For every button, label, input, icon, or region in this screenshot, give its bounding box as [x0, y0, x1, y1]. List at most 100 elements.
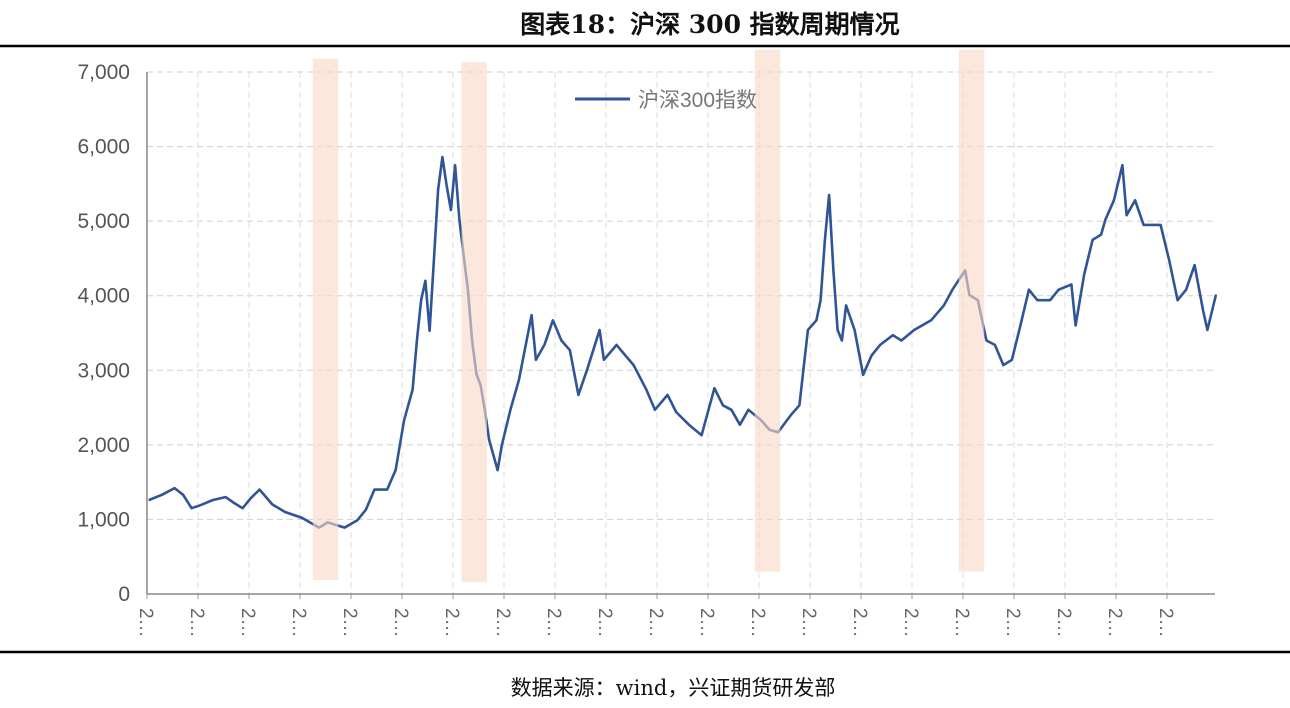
data-point	[433, 259, 435, 261]
x-tick-label: 2…	[645, 608, 666, 638]
y-tick-label: 5,000	[77, 210, 130, 233]
data-point	[190, 507, 193, 510]
data-point	[603, 359, 605, 361]
data-point	[1019, 324, 1022, 327]
data-point	[713, 387, 716, 389]
data-point	[365, 508, 367, 511]
x-tick-label: 2…	[798, 608, 819, 638]
x-tick-label: 2…	[1155, 608, 1176, 638]
data-point	[841, 339, 843, 342]
data-point	[403, 419, 405, 422]
data-point	[560, 339, 563, 342]
data-point	[586, 369, 588, 372]
data-point	[1168, 259, 1170, 261]
data-point	[951, 288, 954, 291]
data-point	[994, 344, 996, 346]
data-point	[985, 339, 988, 342]
x-tick-label: 2…	[288, 608, 309, 638]
data-point	[1100, 233, 1102, 236]
data-point	[1002, 364, 1005, 366]
data-point	[1091, 238, 1094, 241]
data-point	[577, 394, 580, 396]
data-point	[832, 269, 835, 272]
data-point	[1011, 359, 1013, 361]
x-tick-label: 2…	[849, 608, 870, 638]
data-point	[1074, 324, 1077, 327]
data-point	[496, 469, 499, 472]
data-point	[271, 503, 274, 506]
x-tick-label: 2…	[186, 608, 207, 638]
data-point	[343, 526, 346, 529]
x-axis: 2… 2… 2… 2… 2… 2… 2… 2… 2… 2… 2… 2… 2… 2… 2… 2… 2… 2… 2… 2……	[135, 593, 1215, 638]
data-point	[1070, 283, 1073, 286]
data-point	[173, 487, 176, 489]
data-point	[632, 364, 635, 366]
data-point	[828, 194, 830, 196]
data-point	[1142, 224, 1145, 226]
data-point	[1104, 218, 1107, 221]
data-point	[454, 164, 456, 167]
data-point	[722, 404, 724, 407]
data-point	[233, 502, 235, 504]
data-point	[518, 379, 520, 381]
y-tick-label: 2,000	[77, 434, 130, 457]
data-point	[1057, 288, 1060, 291]
data-point	[1185, 288, 1187, 291]
data-point	[445, 184, 448, 187]
data-point	[224, 496, 227, 498]
x-tick-label: 2…	[135, 608, 156, 638]
data-point	[747, 409, 750, 411]
highlight-band	[312, 58, 339, 580]
data-point	[1125, 214, 1128, 216]
highlight-bands	[312, 49, 985, 583]
data-point	[411, 388, 414, 391]
y-tick-label: 7,000	[77, 61, 130, 84]
data-point	[688, 423, 690, 426]
x-tick-label: 2…	[441, 608, 462, 638]
data-point	[1202, 309, 1204, 312]
data-point	[913, 329, 915, 331]
data-point	[437, 189, 439, 191]
data-point	[1134, 199, 1136, 202]
data-point	[424, 280, 427, 282]
data-point	[1028, 288, 1030, 291]
series-line-csi300	[148, 155, 1218, 529]
x-tick-label: 2…	[543, 608, 564, 638]
x-tick-label: 2…	[951, 608, 972, 638]
data-point	[615, 344, 618, 346]
data-point	[1036, 299, 1039, 301]
source-note: 数据来源：wind，兴证期货研发部	[511, 676, 836, 700]
legend-label: 沪深300指数	[638, 89, 757, 112]
data-point	[543, 344, 546, 346]
highlight-band	[461, 62, 487, 583]
data-point	[250, 497, 252, 499]
data-point	[356, 519, 359, 521]
data-point	[258, 488, 261, 491]
data-point	[148, 499, 150, 501]
data-point	[739, 423, 741, 426]
data-point	[798, 404, 801, 407]
x-tick-label: 2…	[594, 608, 615, 638]
data-point	[441, 156, 444, 158]
data-point	[892, 334, 894, 337]
chart-title: 图表18：沪深 300 指数周期情况	[520, 10, 899, 39]
x-tick-label: 2…	[492, 608, 513, 638]
y-tick-label: 6,000	[77, 136, 130, 159]
x-tick-label: 2…	[747, 608, 768, 638]
x-tick-label: 2…	[339, 608, 360, 638]
data-point	[700, 434, 703, 436]
data-point	[501, 444, 503, 446]
data-point	[509, 409, 512, 411]
data-point	[569, 349, 571, 351]
data-point	[598, 329, 601, 331]
data-point	[535, 359, 537, 361]
data-point	[836, 329, 839, 331]
data-point	[394, 469, 397, 472]
data-point	[824, 238, 826, 241]
data-point	[879, 344, 881, 346]
y-tick-label: 4,000	[77, 285, 130, 308]
data-point	[675, 411, 677, 413]
x-tick-label: 2…	[1104, 608, 1125, 638]
